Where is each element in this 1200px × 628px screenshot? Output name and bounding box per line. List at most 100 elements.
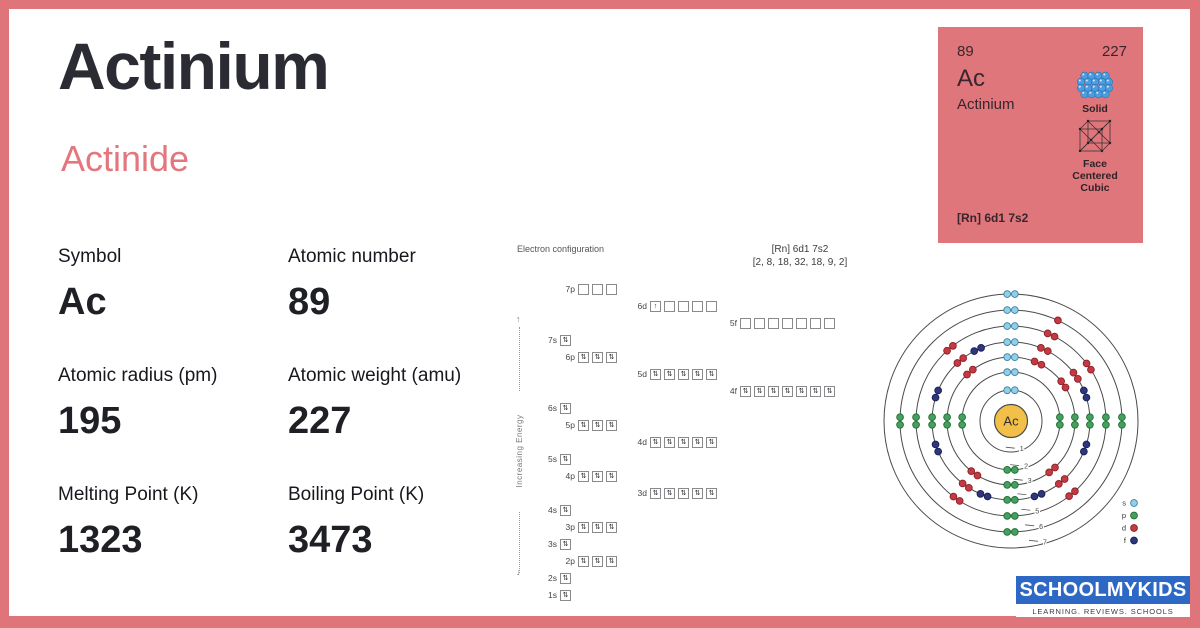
- element-title: Actinium: [58, 29, 330, 103]
- frame-border-bottom: [0, 616, 1200, 628]
- orbital-box: ⇅: [592, 419, 603, 431]
- orbital-row-2s: 2s ⇅: [542, 572, 574, 584]
- orbital-box: ⇅: [706, 436, 717, 448]
- orbital-label: 4d: [637, 437, 647, 447]
- orbital-box: [810, 317, 821, 329]
- logo-wordmark: SCHOOLMYKIDS: [1016, 576, 1190, 604]
- orbital-box: ↑: [650, 300, 661, 312]
- orbital-box: [592, 283, 603, 295]
- orbital-box: ⇅: [560, 572, 571, 584]
- orbital-row-3s: 3s ⇅: [542, 538, 574, 550]
- orbital-box: [706, 300, 717, 312]
- stat-value: 1323: [58, 519, 143, 561]
- orbital-box: ⇅: [578, 555, 589, 567]
- orbital-box: ⇅: [692, 436, 703, 448]
- shell-counts: [2, 8, 18, 32, 18, 9, 2]: [752, 257, 848, 268]
- stat-atomic-radius: Atomic radius (pm) 195: [58, 365, 278, 443]
- stat-value: Ac: [58, 281, 107, 323]
- element-tile: 89 227 Ac Actinium Solid: [938, 27, 1143, 243]
- orbital-box: ⇅: [782, 385, 793, 397]
- orbital-box: ⇅: [606, 351, 617, 363]
- legend-label-f: f: [1124, 536, 1127, 545]
- stat-boiling-point: Boiling Point (K) 3473: [288, 484, 508, 562]
- orbital-row-6s: 6s ⇅: [542, 402, 574, 414]
- orbital-label: 2s: [548, 573, 557, 583]
- tile-side-column: Solid Face Centered Cubic: [1059, 69, 1131, 197]
- svg-text:2: 2: [1024, 464, 1028, 471]
- orbital-box: ⇅: [650, 487, 661, 499]
- orbital-box: ⇅: [796, 385, 807, 397]
- orbital-box: ⇅: [754, 385, 765, 397]
- svg-text:6: 6: [1039, 524, 1043, 531]
- orbital-row-5p: 5p ⇅ ⇅ ⇅: [560, 419, 620, 431]
- orbital-box: ⇅: [664, 487, 675, 499]
- tile-name: Actinium: [957, 96, 1015, 113]
- orbital-row-7s: 7s ⇅: [542, 334, 574, 346]
- svg-text:5: 5: [1035, 508, 1039, 515]
- stat-melting-point: Melting Point (K) 1323: [58, 484, 278, 562]
- orbital-row-4d: 4d ⇅ ⇅ ⇅ ⇅ ⇅: [632, 436, 720, 448]
- orbital-box: [796, 317, 807, 329]
- bohr-model: 1234567Acspdf: [883, 290, 1139, 549]
- orbital-box: [754, 317, 765, 329]
- orbital-box: [782, 317, 793, 329]
- electron-config-summary: [Rn] 6d1 7s2 [2, 8, 18, 32, 18, 9, 2]: [720, 243, 880, 269]
- orbital-row-4s: 4s ⇅: [542, 504, 574, 516]
- orbital-row-5d: 5d ⇅ ⇅ ⇅ ⇅ ⇅: [632, 368, 720, 380]
- logo-tagline: LEARNING. REVIEWS. SCHOOLS: [1032, 607, 1174, 616]
- orbital-box: [578, 283, 589, 295]
- orbital-box: ⇅: [560, 538, 571, 550]
- orbital-box: [824, 317, 835, 329]
- orbital-label: 5s: [548, 454, 557, 464]
- stat-atomic-weight: Atomic weight (amu) 227: [288, 365, 508, 443]
- orbital-box: ⇅: [678, 436, 689, 448]
- orbital-box: [740, 317, 751, 329]
- orbital-box: ⇅: [578, 351, 589, 363]
- orbital-row-4f: 4f ⇅ ⇅ ⇅ ⇅ ⇅ ⇅ ⇅: [722, 385, 838, 397]
- orbital-box: ⇅: [560, 453, 571, 465]
- orbital-box: ⇅: [664, 368, 675, 380]
- orbital-label: 3d: [637, 488, 647, 498]
- svg-text:1: 1: [1020, 446, 1024, 453]
- orbital-box: ⇅: [692, 487, 703, 499]
- svg-text:3: 3: [1028, 478, 1032, 485]
- stat-value: 227: [288, 400, 352, 442]
- tile-atomic-weight: 227: [1101, 43, 1127, 60]
- stat-label: Atomic number: [288, 246, 416, 267]
- energy-axis-down-arrow: ↓: [516, 567, 521, 577]
- orbital-label: 3p: [565, 522, 575, 532]
- frame-border-top: [0, 0, 1200, 9]
- orbital-row-5s: 5s ⇅: [542, 453, 574, 465]
- legend-label-p: p: [1122, 511, 1126, 520]
- stat-label: Atomic radius (pm): [58, 365, 218, 386]
- orbital-label: 7s: [548, 335, 557, 345]
- orbital-box: ⇅: [560, 402, 571, 414]
- stat-label: Melting Point (K): [58, 484, 199, 505]
- orbital-box: ⇅: [592, 521, 603, 533]
- orbital-box: ⇅: [578, 419, 589, 431]
- frame-border-right: [1190, 0, 1200, 628]
- orbital-box: ⇅: [810, 385, 821, 397]
- orbital-label: 5d: [637, 369, 647, 379]
- orbital-row-4p: 4p ⇅ ⇅ ⇅: [560, 470, 620, 482]
- svg-text:7: 7: [1043, 539, 1047, 546]
- orbital-label: 7p: [565, 284, 575, 294]
- nucleus-label: Ac: [1003, 414, 1019, 429]
- tile-symbol: Ac: [957, 65, 986, 92]
- orbital-box: ⇅: [560, 589, 571, 601]
- electron-config-heading: Electron configuration: [517, 244, 605, 254]
- stat-value: 89: [288, 281, 331, 323]
- orbital-box: ⇅: [678, 487, 689, 499]
- config-notation: [Rn] 6d1 7s2: [771, 244, 829, 255]
- orbital-box: ⇅: [740, 385, 751, 397]
- stat-atomic-number: Atomic number 89: [288, 246, 508, 324]
- orbital-box: [678, 300, 689, 312]
- orbital-box: ⇅: [768, 385, 779, 397]
- orbital-label: 4p: [565, 471, 575, 481]
- frame-border-left: [0, 0, 9, 628]
- orbital-box: ⇅: [606, 419, 617, 431]
- fcc-crystal-icon: [1078, 119, 1112, 153]
- orbital-row-1s: 1s ⇅: [542, 589, 574, 601]
- orbital-box: ⇅: [650, 436, 661, 448]
